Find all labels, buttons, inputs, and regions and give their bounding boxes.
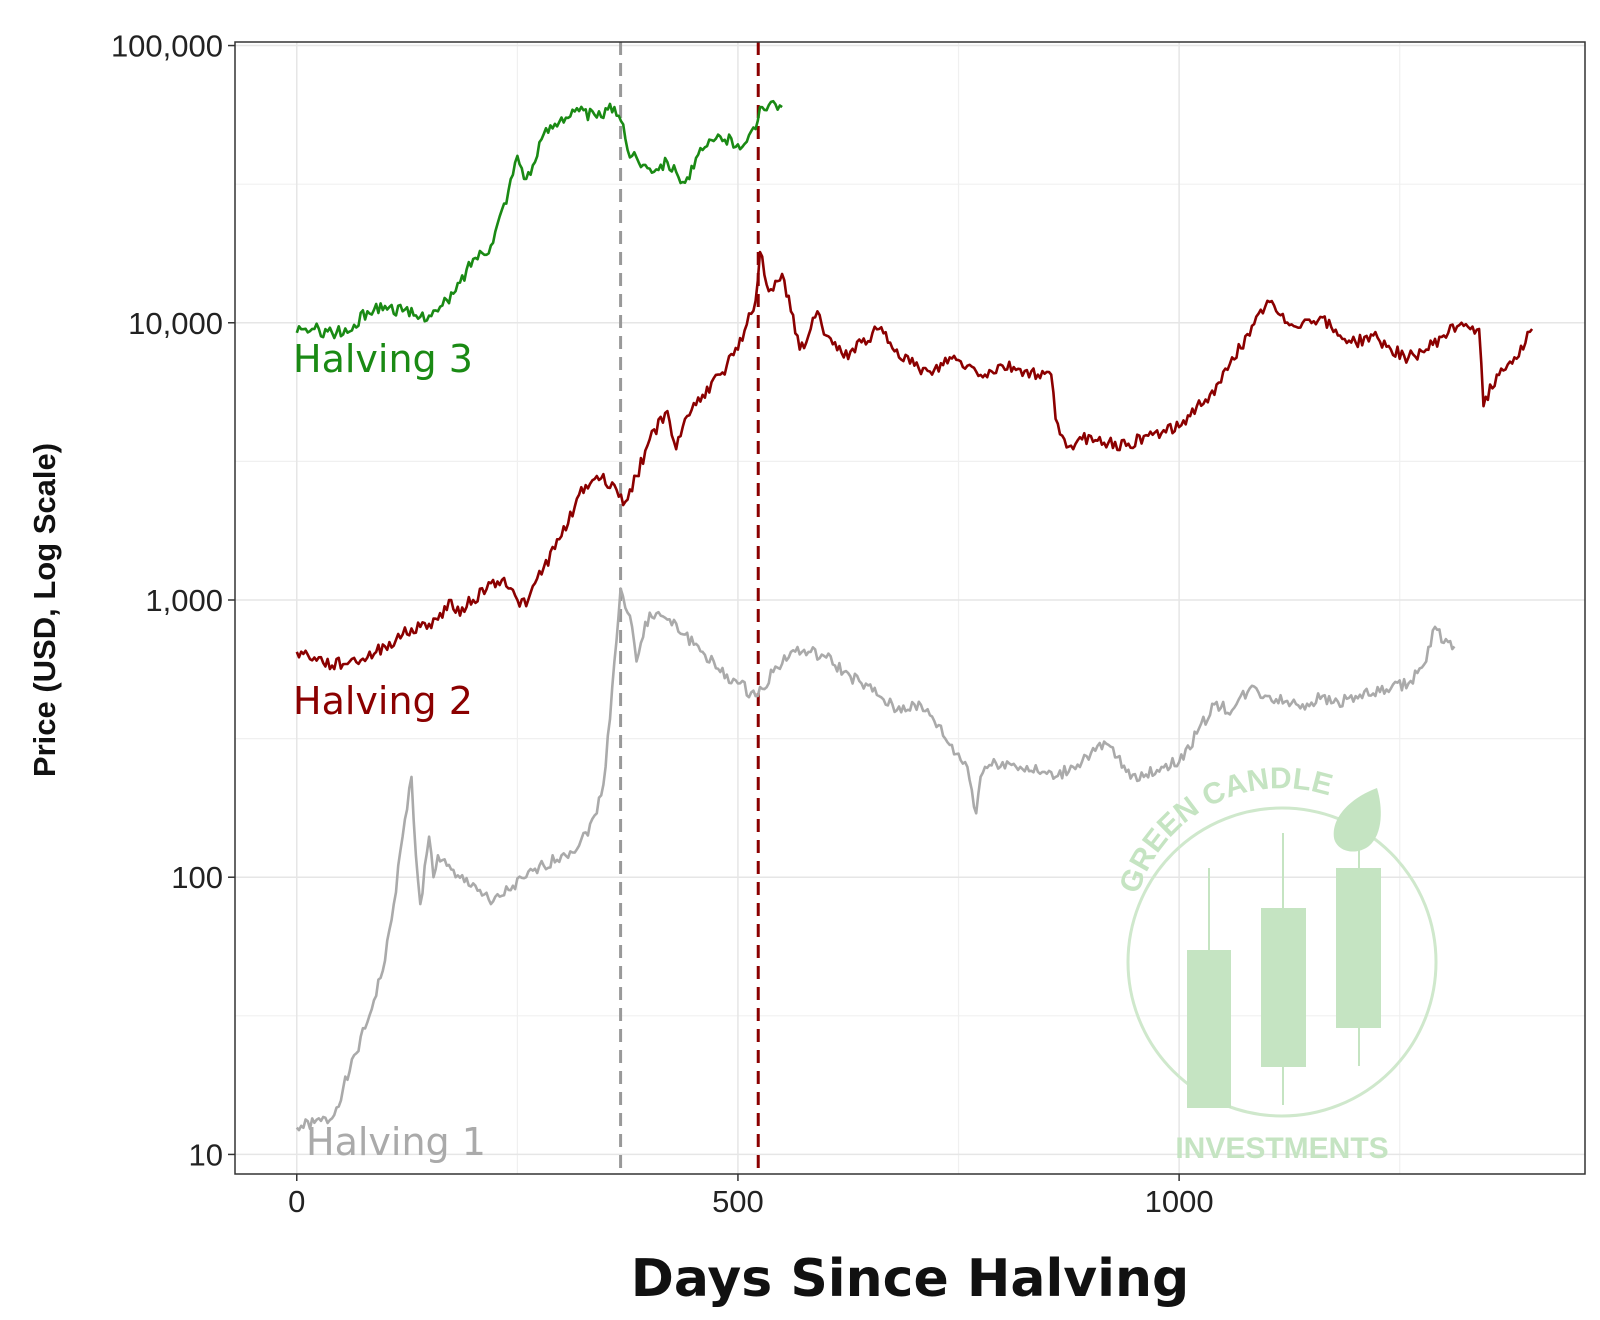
watermark-candle-1 (1187, 950, 1231, 1108)
series-label-halving-2: Halving 2 (293, 679, 473, 723)
series-line-halving-2 (295, 250, 1534, 671)
y-tick-label: 10,000 (128, 306, 223, 341)
leaf-icon (1333, 788, 1381, 852)
y-tick-label: 100,000 (111, 29, 223, 64)
major-gridlines (235, 42, 1585, 1174)
y-tick-label: 10 (189, 1137, 223, 1172)
x-axis-title: Days Since Halving (631, 1249, 1190, 1309)
y-axis-title: Price (USD, Log Scale) (27, 443, 62, 777)
watermark-candle-2 (1261, 908, 1306, 1067)
minor-gridlines (235, 42, 1585, 1174)
x-tick-label: 1000 (1145, 1184, 1214, 1219)
watermark-bottom-text: INVESTMENTS (1175, 1132, 1388, 1165)
series-labels: Halving 3 Halving 2 Halving 1 (293, 337, 486, 1164)
plot-frame (234, 41, 1586, 1175)
watermark-logo: GREEN CANDLE INVESTMENTS (1113, 762, 1438, 1165)
x-axis-ticks: 0 500 1000 (288, 1174, 1214, 1219)
series-line-halving-3 (295, 99, 783, 340)
x-tick-label: 500 (712, 1184, 764, 1219)
x-tick-label: 0 (288, 1184, 305, 1219)
watermark-candle-3 (1336, 868, 1381, 1028)
series-line-halving-1 (295, 587, 1456, 1132)
series-label-halving-1: Halving 1 (306, 1120, 486, 1164)
y-tick-label: 1,000 (145, 583, 223, 618)
watermark-ring (1126, 806, 1438, 1118)
price-series (295, 99, 1534, 1132)
y-tick-label: 100 (171, 860, 223, 895)
y-axis-ticks: 10 100 1,000 10,000 100,000 (111, 29, 235, 1172)
series-label-halving-3: Halving 3 (293, 337, 473, 381)
